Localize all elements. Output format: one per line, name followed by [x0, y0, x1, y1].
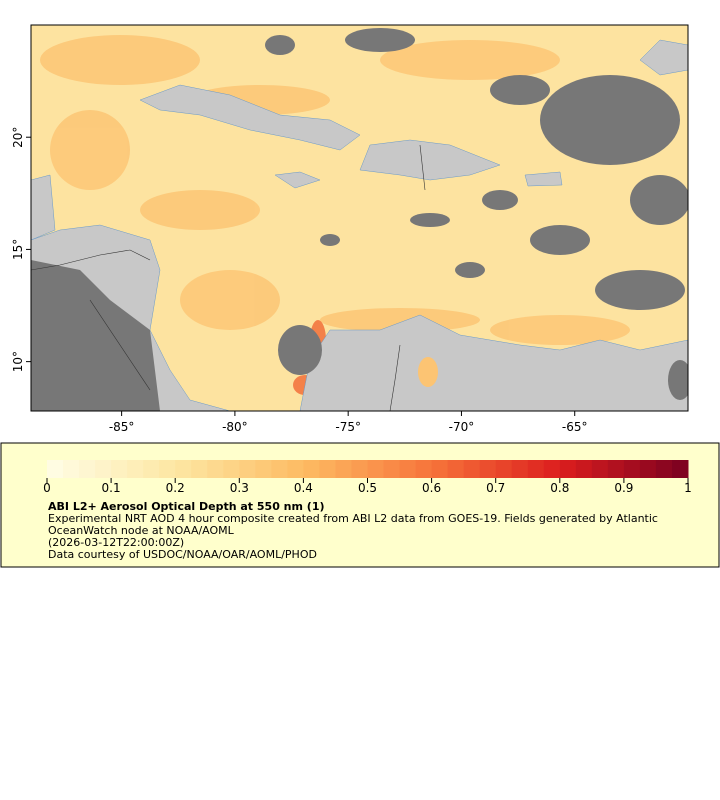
colorbar-tick-label: 0.9	[614, 481, 633, 495]
color-step	[511, 460, 529, 478]
color-step	[479, 460, 497, 478]
color-step	[111, 460, 128, 478]
x-tick-label: -75°	[335, 420, 361, 434]
colorbar-tick-label: 0.3	[230, 481, 249, 495]
color-step	[271, 460, 288, 478]
color-step	[655, 460, 673, 478]
colorbar-tick-label: 0.1	[102, 481, 121, 495]
color-step	[447, 460, 465, 478]
color-step	[95, 460, 112, 478]
color-step	[303, 460, 320, 478]
x-tick-label: -85°	[109, 420, 135, 434]
color-step	[143, 460, 160, 478]
y-tick-label: 10°	[11, 351, 25, 372]
colorbar-tick-label: 0.5	[358, 481, 377, 495]
axes: -85° -80° -75° -70° -65° 10° 15° 20°	[11, 127, 588, 434]
legend-lines: Experimental NRT AOD 4 hour composite cr…	[48, 512, 658, 561]
color-step	[79, 460, 96, 478]
lake	[418, 357, 438, 387]
colorbar-tick-label: 0.8	[550, 481, 569, 495]
legend-line: Experimental NRT AOD 4 hour composite cr…	[48, 512, 658, 525]
color-step	[607, 460, 625, 478]
colorbar-tick-label: 0.6	[422, 481, 441, 495]
color-step	[175, 460, 192, 478]
color-step	[47, 460, 64, 478]
color-step	[383, 460, 401, 478]
color-step	[671, 460, 689, 478]
color-step	[159, 460, 176, 478]
color-step	[335, 460, 352, 478]
x-tick-label: -65°	[562, 420, 588, 434]
colorbar-tick-label: 0.2	[166, 481, 185, 495]
color-step	[559, 460, 577, 478]
color-step	[223, 460, 240, 478]
map-image	[31, 25, 688, 411]
legend-line: Data courtesy of USDOC/NOAA/OAR/AOML/PHO…	[48, 548, 317, 561]
color-step	[399, 460, 417, 478]
color-step	[623, 460, 641, 478]
color-step	[415, 460, 433, 478]
color-step	[591, 460, 609, 478]
colorbar-tick-label: 0.7	[486, 481, 505, 495]
color-step	[127, 460, 144, 478]
color-step	[431, 460, 449, 478]
color-step	[287, 460, 304, 478]
colorbar-tick-label: 0	[43, 481, 51, 495]
color-step	[351, 460, 368, 478]
color-step	[527, 460, 545, 478]
color-step	[495, 460, 513, 478]
color-step	[639, 460, 657, 478]
y-tick-label: 15°	[11, 239, 25, 260]
legend-title: ABI L2+ Aerosol Optical Depth at 550 nm …	[48, 500, 325, 513]
color-step	[319, 460, 336, 478]
y-tick-label: 20°	[11, 127, 25, 148]
color-step	[575, 460, 593, 478]
map-frame	[30, 24, 689, 412]
color-step	[255, 460, 272, 478]
colorbar: 0 0.1 0.2 0.3 0.4 0.5 0.6 0.7 0.8 0.9 1	[43, 460, 692, 495]
color-step	[207, 460, 224, 478]
legend-line: (2026-03-12T22:00:00Z)	[48, 536, 184, 549]
no-data	[31, 28, 688, 411]
legend-line: OceanWatch node at NOAA/AOML	[48, 524, 235, 537]
color-step	[191, 460, 208, 478]
x-tick-label: -80°	[222, 420, 248, 434]
color-step	[463, 460, 481, 478]
borders	[31, 144, 426, 411]
color-step	[543, 460, 561, 478]
x-tick-label: -70°	[449, 420, 475, 434]
color-step	[239, 460, 256, 478]
color-step	[63, 460, 80, 478]
colorbar-tick-label: 0.4	[294, 481, 313, 495]
colorbar-tick-label: 1	[684, 481, 692, 495]
color-step	[367, 460, 385, 478]
